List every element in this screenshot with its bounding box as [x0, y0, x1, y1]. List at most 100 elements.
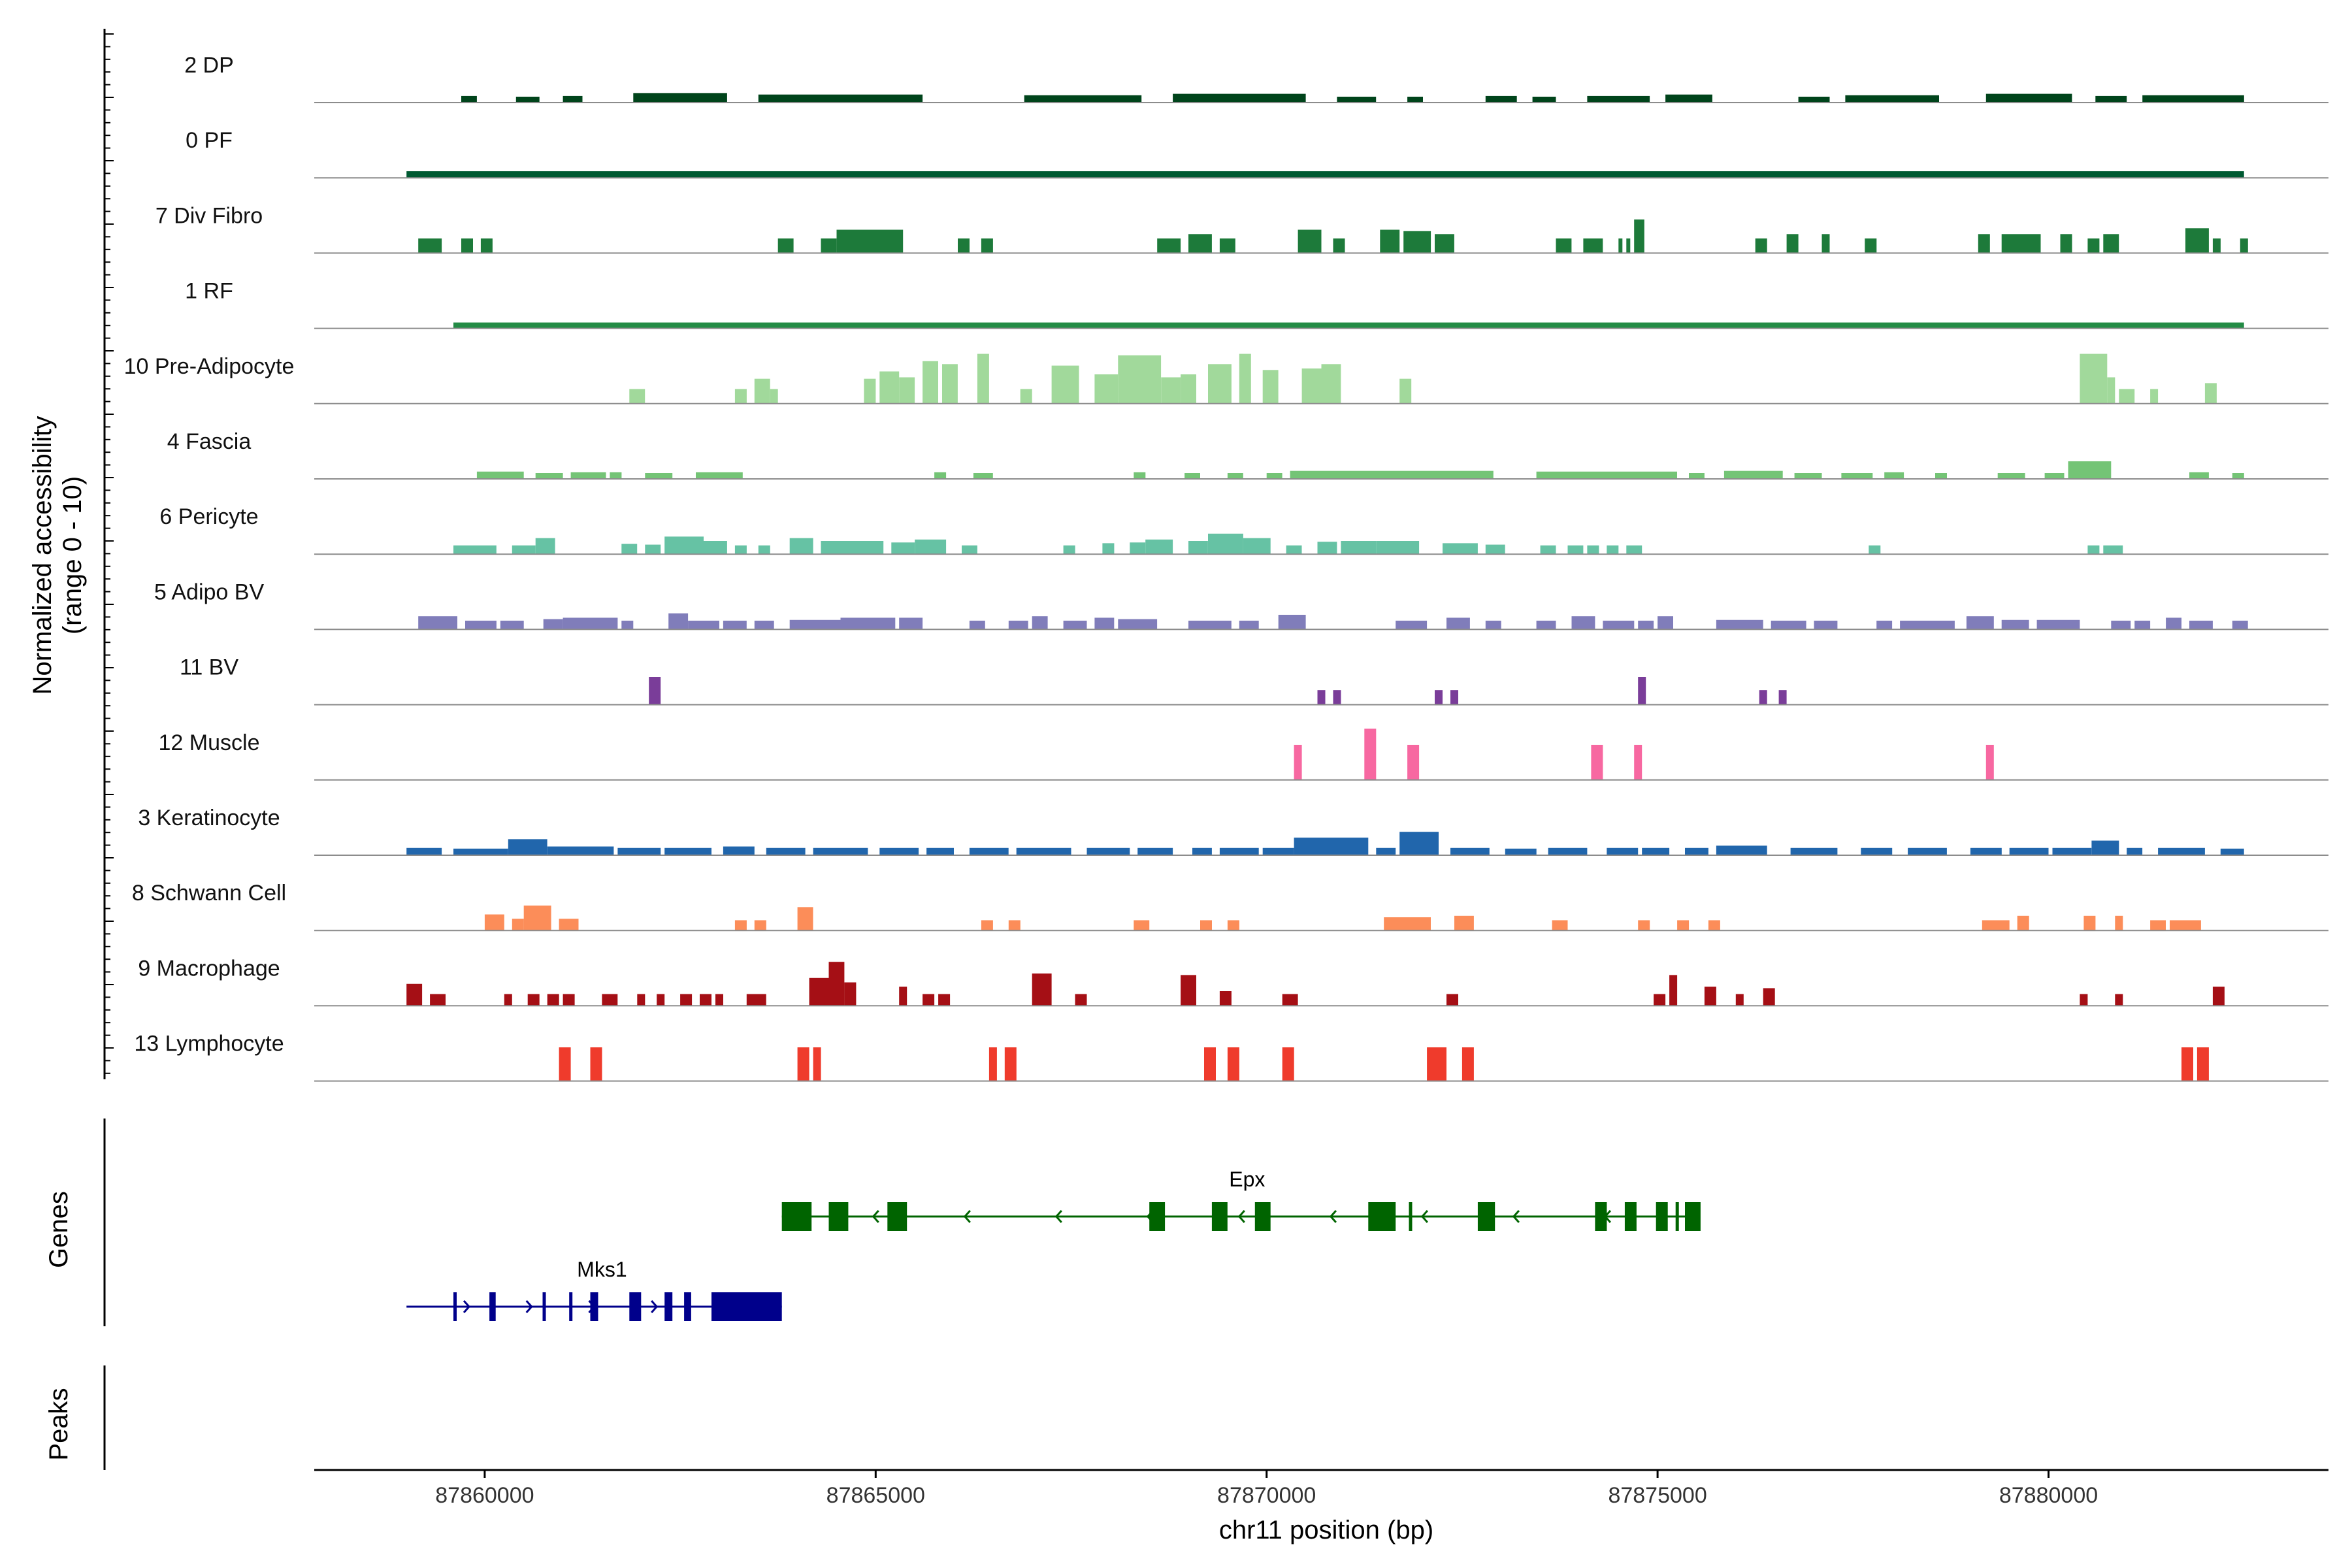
x-tick-label: 87875000 [1608, 1483, 1707, 1508]
gene-exon-mks1 [453, 1292, 457, 1321]
coverage-peak [1552, 920, 1568, 931]
coverage-peak [1262, 370, 1279, 404]
coverage-peak [1607, 847, 1639, 855]
coverage-peak [2189, 621, 2213, 630]
coverage-peak [453, 848, 508, 855]
coverage-peak [1626, 238, 1631, 253]
coverage-peak [1341, 541, 1377, 555]
coverage-peak [723, 621, 747, 630]
coverage-peak [1094, 374, 1119, 404]
track-label-1-rf: 1 RF [185, 279, 233, 304]
coverage-peak [1985, 745, 1994, 780]
coverage-peak [1450, 690, 1458, 705]
coverage-peak [1970, 847, 2002, 855]
coverage-peak [453, 322, 2244, 329]
coverage-peak [2107, 377, 2115, 404]
coverage-peak [480, 238, 493, 253]
gene-exon-mks1 [590, 1292, 598, 1321]
coverage-peak [1384, 917, 1431, 931]
coverage-peak [1634, 745, 1642, 780]
coverage-peak [1075, 994, 1087, 1006]
coverage-peak [1794, 473, 1822, 479]
gene-exon-mks1 [684, 1292, 691, 1321]
coverage-peak [2204, 383, 2217, 404]
track-label-4-fascia: 4 Fascia [167, 429, 252, 454]
coverage-peak [981, 920, 993, 931]
gene-exon-epx [1211, 1202, 1228, 1231]
gene-exon-mks1 [711, 1292, 782, 1321]
coverage-peak [461, 238, 473, 253]
coverage-peak [1008, 621, 1028, 630]
coverage-peak [1173, 93, 1306, 103]
coverage-peak [1399, 378, 1412, 404]
coverage-peak [1188, 234, 1212, 253]
coverage-peak [2115, 915, 2123, 931]
coverage-peak [1181, 975, 1196, 1006]
coverage-peak [700, 994, 711, 1006]
coverage-peak [547, 994, 559, 1006]
gene-exon-epx [828, 1202, 849, 1231]
coverage-peak [1219, 991, 1232, 1006]
coverage-peak [840, 617, 896, 630]
coverage-peak [1446, 617, 1470, 630]
coverage-peak [1102, 543, 1115, 555]
track-label-13-lymphocyte: 13 Lymphocyte [134, 1032, 284, 1056]
coverage-peak [1845, 95, 1939, 103]
coverage-peak [1978, 234, 1990, 253]
track-label-8-schwann-cell: 8 Schwann Cell [132, 881, 286, 906]
coverage-peak [879, 371, 900, 404]
coverage-peak [2232, 621, 2248, 630]
coverage-peak [1634, 219, 1644, 253]
coverage-peak [1861, 847, 1893, 855]
coverage-peak [923, 361, 938, 404]
coverage-peak [1716, 845, 1767, 855]
coverage-peak [2166, 617, 2181, 630]
coverage-peak [1286, 545, 1302, 555]
coverage-peak [1184, 473, 1200, 479]
coverage-peak [1407, 97, 1423, 103]
coverage-peak [1200, 920, 1212, 931]
coverage-peak [563, 617, 618, 630]
coverage-peak [1262, 847, 1294, 855]
strand-arrow [1237, 1210, 1245, 1223]
track-label-9-macrophage: 9 Macrophage [138, 956, 280, 981]
coverage-peak [1454, 915, 1474, 931]
x-axis-title: chr11 position (bp) [1219, 1516, 1433, 1544]
coverage-peak [2158, 847, 2205, 855]
coverage-peak [1376, 541, 1420, 555]
gene-exon-epx [1254, 1202, 1271, 1231]
coverage-peak [1462, 1047, 1474, 1081]
coverage-peak [2150, 920, 2166, 931]
y-axis-title: Normalized accessibility [28, 416, 57, 695]
track-label-10-pre-adipocyte: 10 Pre-Adipocyte [124, 354, 295, 379]
coverage-peak [813, 847, 868, 855]
coverage-peak [934, 472, 947, 479]
coverage-peak [821, 541, 884, 555]
track-label-6-pericyte: 6 Pericyte [159, 504, 258, 529]
coverage-peak [809, 977, 829, 1006]
coverage-peak [1685, 847, 1708, 855]
coverage-peak [1435, 690, 1443, 705]
coverage-peak [1505, 848, 1537, 855]
coverage-peak [1869, 545, 1881, 555]
gene-exon-epx [1149, 1202, 1166, 1231]
gene-exon-mks1 [542, 1292, 546, 1321]
coverage-peak [2150, 389, 2159, 404]
coverage-peak [535, 538, 555, 555]
coverage-peak [559, 919, 579, 931]
coverage-peak [704, 541, 727, 555]
coverage-peak [1443, 543, 1478, 555]
coverage-peak [1790, 847, 1838, 855]
coverage-peak [973, 473, 993, 479]
coverage-peak [430, 994, 446, 1006]
coverage-peak [2083, 915, 2096, 931]
coverage-peak [1821, 234, 1830, 253]
coverage-peak [406, 171, 2244, 178]
coverage-peak [406, 847, 442, 855]
coverage-peak [797, 907, 813, 931]
coverage-peak [766, 847, 806, 855]
coverage-peak [758, 545, 770, 555]
coverage-peak [1771, 621, 1806, 630]
coverage-peak [1118, 619, 1158, 630]
coverage-peak [1024, 95, 1142, 103]
